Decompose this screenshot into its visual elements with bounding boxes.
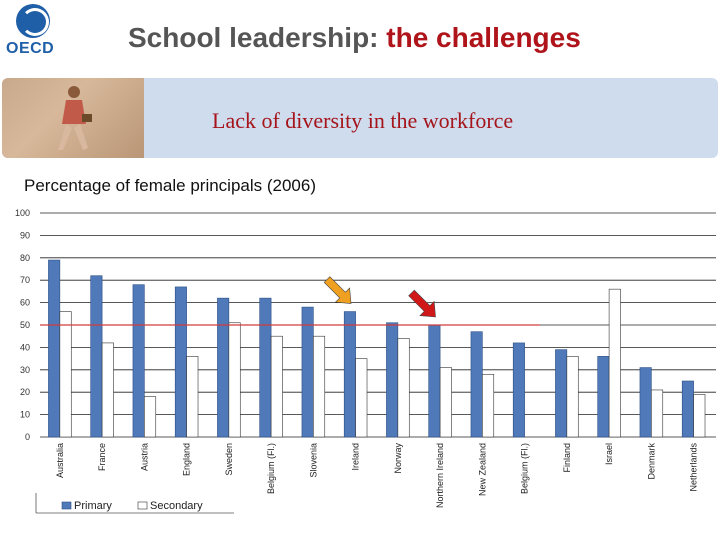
- y-tick-label: 90: [20, 230, 30, 240]
- primary-bar: [470, 331, 483, 438]
- legend-primary-swatch: [61, 501, 72, 510]
- secondary-bar: [270, 335, 283, 438]
- x-tick-label: Sweden: [224, 443, 234, 476]
- secondary-bar: [482, 373, 495, 438]
- secondary-bar: [355, 358, 368, 438]
- y-tick-label: 70: [20, 275, 30, 285]
- red-arrow-icon-shape: [408, 289, 436, 318]
- x-tick-label: New Zealand: [477, 443, 487, 496]
- primary-bar: [301, 306, 314, 438]
- slide-title-part2: the challenges: [378, 22, 581, 53]
- legend-secondary-swatch: [137, 501, 148, 510]
- primary-bar: [597, 356, 610, 438]
- secondary-bar: [651, 389, 664, 438]
- secondary-bar: [439, 367, 452, 438]
- red-arrow-icon: [408, 289, 436, 318]
- x-tick-label: Netherlands: [689, 443, 699, 492]
- primary-bar: [48, 259, 61, 438]
- secondary-bar: [608, 288, 621, 438]
- logo-text: OECD: [6, 40, 55, 57]
- primary-bar: [259, 297, 272, 438]
- highlight-arrows: [323, 276, 436, 318]
- x-tick-label: Finland: [562, 443, 572, 473]
- businesswoman-figure-icon: [58, 86, 92, 150]
- orange-arrow-icon: [323, 276, 352, 304]
- secondary-bar: [693, 394, 706, 438]
- primary-bar: [386, 322, 399, 438]
- x-tick-label: Norway: [393, 443, 403, 474]
- chart-bars: [48, 259, 706, 438]
- x-tick-label: England: [182, 443, 192, 476]
- oecd-globe-icon: [16, 4, 50, 38]
- x-tick-label: Ireland: [351, 443, 361, 471]
- x-tick-label: Austria: [139, 443, 149, 471]
- primary-bar: [512, 342, 525, 438]
- orange-arrow-icon-shape: [323, 276, 352, 304]
- chart-legend: Primary Secondary: [35, 493, 234, 514]
- y-tick-label: 50: [20, 320, 30, 330]
- secondary-bar: [228, 322, 241, 438]
- y-tick-label: 80: [20, 253, 30, 263]
- secondary-bar: [397, 338, 410, 438]
- x-tick-label: Northern Ireland: [435, 443, 445, 508]
- chart-title: Percentage of female principals (2006): [24, 176, 316, 195]
- y-tick-label: 100: [15, 208, 30, 218]
- legend-secondary-label: Secondary: [150, 500, 203, 512]
- secondary-bar: [186, 356, 199, 438]
- x-tick-label: Israel: [604, 443, 614, 465]
- secondary-bar: [313, 335, 326, 438]
- x-axis-labels: Australia France Austria England Sweden Belgi…: [55, 443, 699, 509]
- y-tick-label: 10: [20, 410, 30, 420]
- primary-bar: [681, 380, 694, 438]
- banner-subtitle: Lack of diversity in the workforce: [212, 108, 514, 133]
- x-tick-label: France: [97, 443, 107, 471]
- secondary-bar: [144, 396, 157, 438]
- primary-bar: [217, 297, 230, 438]
- x-tick-label: Denmark: [646, 443, 656, 480]
- secondary-bar: [566, 356, 579, 438]
- subtitle-banner: Lack of diversity in the workforce: [2, 78, 718, 158]
- primary-bar: [90, 275, 103, 438]
- y-tick-label: 0: [25, 432, 30, 442]
- y-tick-label: 20: [20, 387, 30, 397]
- primary-bar: [639, 367, 652, 438]
- y-tick-label: 40: [20, 342, 30, 352]
- x-tick-label: Belgium (Fl.): [520, 443, 530, 494]
- secondary-bar: [59, 311, 72, 438]
- x-tick-label: Belgium (Fl.): [266, 443, 276, 494]
- x-tick-label: Slovenia: [308, 443, 318, 478]
- banner-illustration: [2, 78, 144, 158]
- primary-bar: [555, 349, 568, 438]
- y-tick-label: 60: [20, 298, 30, 308]
- x-tick-label: Australia: [55, 443, 65, 478]
- primary-bar: [132, 284, 145, 438]
- oecd-logo: OECD: [4, 4, 62, 60]
- slide-title: School leadership: the challenges: [128, 22, 581, 54]
- primary-bar: [174, 286, 187, 438]
- y-tick-label: 30: [20, 365, 30, 375]
- secondary-bar: [101, 342, 114, 438]
- primary-bar: [343, 311, 356, 438]
- primary-bar: [428, 324, 441, 438]
- legend-primary-label: Primary: [74, 500, 112, 512]
- slide-title-part1: School leadership:: [128, 22, 379, 53]
